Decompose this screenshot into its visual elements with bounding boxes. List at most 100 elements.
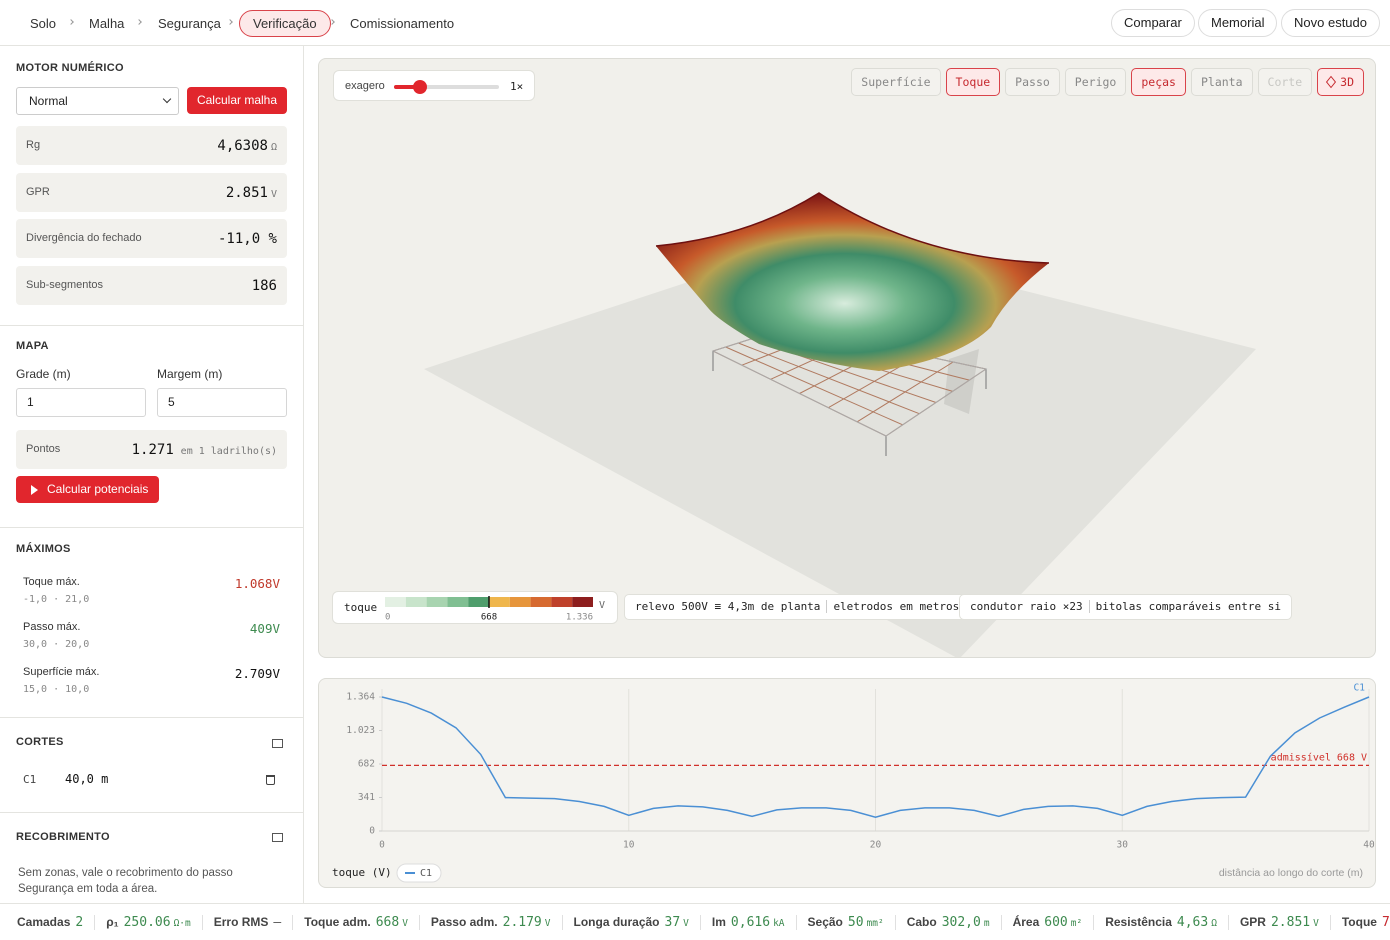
status-value: 4,63	[1176, 914, 1209, 930]
mode-button[interactable]: Planta	[1190, 68, 1253, 96]
y-tick-label: 1.023	[346, 725, 375, 736]
mode-button[interactable]: Superfície	[851, 68, 941, 96]
points-note: em 1 ladrilho(s)	[180, 446, 277, 457]
step[interactable]: Segurança	[158, 16, 221, 31]
step[interactable]: Comissionamento	[350, 16, 455, 31]
colorbar-cell	[405, 597, 427, 607]
status-unit: V	[544, 917, 551, 929]
mode-label: Perigo	[1074, 75, 1117, 89]
slider-value: 1×	[510, 80, 524, 93]
series-line	[381, 696, 1370, 818]
map-icon[interactable]	[272, 739, 283, 748]
colorbar-cell	[572, 597, 593, 607]
y-tick-label: 1.364	[346, 692, 375, 703]
status-unit: V	[1313, 917, 1319, 929]
memorial-button[interactable]: Memorial	[1198, 9, 1278, 37]
max-label: Toque máx.	[23, 576, 80, 588]
metric-label: Rg	[26, 139, 41, 151]
metric-value: 186	[251, 277, 277, 294]
threshold-label: admissível 668 V	[1271, 751, 1367, 763]
status-item: Passo adm. 2.179 V	[418, 914, 562, 930]
button-label: Calcular potenciais	[47, 482, 149, 496]
status-item: Cabo 302,0 m	[894, 914, 1001, 930]
status-label: GPR	[1239, 914, 1266, 929]
grid-input[interactable]: 1	[16, 388, 146, 417]
note-part: condutor raio ×23	[970, 600, 1083, 613]
max-unit: V	[272, 576, 280, 591]
calc-mesh-button[interactable]: Calcular malha	[187, 87, 287, 114]
mode-select[interactable]: Normal	[16, 87, 179, 115]
metric-box: Rg 4,6308 Ω	[16, 126, 287, 165]
status-value: 2.851	[1270, 914, 1311, 930]
status-item: Toque734V	[1329, 914, 1390, 930]
x-tick-label: 20	[870, 840, 882, 851]
colorbar-cell	[426, 597, 448, 607]
mode-button[interactable]: Toque	[945, 68, 1001, 96]
mode-button[interactable]: peças	[1131, 68, 1186, 96]
status-label: Seção	[807, 914, 843, 929]
margin-input[interactable]: 5	[157, 388, 287, 417]
max-unit: V	[272, 621, 280, 636]
select-value: Normal	[29, 94, 68, 108]
mode-label: Passo	[1015, 75, 1050, 89]
x-tick-label: 30	[1117, 840, 1129, 851]
step-active[interactable]: Verificação	[239, 10, 331, 37]
section-title: RECOBRIMENTO	[16, 831, 110, 843]
colorbar-cell	[468, 597, 489, 607]
step[interactable]: Solo	[30, 16, 57, 31]
colorbar-cell	[489, 597, 510, 607]
status-unit: m	[983, 917, 990, 929]
metric-value-wrap: 186	[252, 277, 277, 294]
status-label: Área	[1012, 914, 1040, 929]
separator	[0, 325, 303, 326]
metric-label: Sub-segmentos	[26, 278, 104, 291]
separator	[0, 527, 303, 528]
mode-label: 3D	[1340, 75, 1354, 89]
status-value: 302,0	[941, 914, 981, 930]
metric-value: 1.271 em 1 ladrilho(s)	[132, 441, 277, 458]
mode-button[interactable]: 3D	[1317, 68, 1364, 96]
section-title: MOTOR NUMÉRICO	[16, 62, 124, 74]
new-study-button[interactable]: Novo estudo	[1281, 9, 1380, 37]
delete-icon[interactable]	[266, 775, 275, 785]
step[interactable]: Malha	[89, 16, 125, 31]
y-axis-label: toque (V)	[332, 866, 392, 879]
separator	[0, 812, 303, 813]
slider-track[interactable]	[394, 85, 499, 89]
metric-value-wrap: -11,0 %	[218, 230, 277, 247]
3d-viewer[interactable]: exagero 1× Superfície Toque Passo Perigo peç…	[318, 58, 1376, 658]
max-location: 30,0 · 20,0	[23, 639, 90, 650]
status-item: ρ₁ 250.06 Ω·m	[94, 914, 202, 930]
metric-label: GPR	[26, 185, 50, 198]
note-part: bitolas comparáveis entre si	[1088, 600, 1288, 613]
max-value: 409	[249, 621, 273, 636]
x-tick-label: 40	[1363, 840, 1375, 851]
calc-potentials-button[interactable]: Calcular potenciais	[16, 476, 159, 503]
max-location: 15,0 · 10,0	[23, 684, 90, 695]
mode-button[interactable]: Perigo	[1064, 68, 1127, 96]
legend-item[interactable]: C1	[396, 863, 442, 883]
note: condutor raio ×23 bitolas comparáveis ent…	[959, 594, 1293, 620]
status-label: Toque	[1341, 914, 1377, 929]
mode-button[interactable]: Corte	[1257, 68, 1313, 96]
mode-button[interactable]: Passo	[1005, 68, 1060, 96]
scene	[424, 192, 1256, 657]
colorbar-label: toque	[344, 601, 378, 614]
exaggeration-control: exagero 1×	[333, 70, 535, 101]
map-icon[interactable]	[272, 833, 283, 842]
status-value: 668	[375, 914, 400, 930]
status-label: Toque adm.	[304, 914, 371, 929]
chevron	[68, 19, 74, 25]
field-label: Margem (m)	[157, 367, 223, 381]
profile-panel: 0 10 20 30 40 0 341 682 1.023 1.364 admissível 668…	[318, 678, 1376, 888]
status-item: Camadas 2	[6, 915, 94, 930]
colorbar-cell	[530, 597, 552, 607]
y-tick-label: 682	[358, 759, 375, 770]
status-label: Camadas	[17, 914, 71, 929]
slider-thumb[interactable]	[413, 80, 427, 94]
status-label: ρ₁	[106, 914, 119, 929]
colorbar-tick-label: 0	[385, 613, 390, 623]
compare-button[interactable]: Comparar	[1111, 9, 1195, 37]
slider-label: exagero	[345, 80, 385, 92]
mode-label: Superfície	[861, 75, 931, 89]
